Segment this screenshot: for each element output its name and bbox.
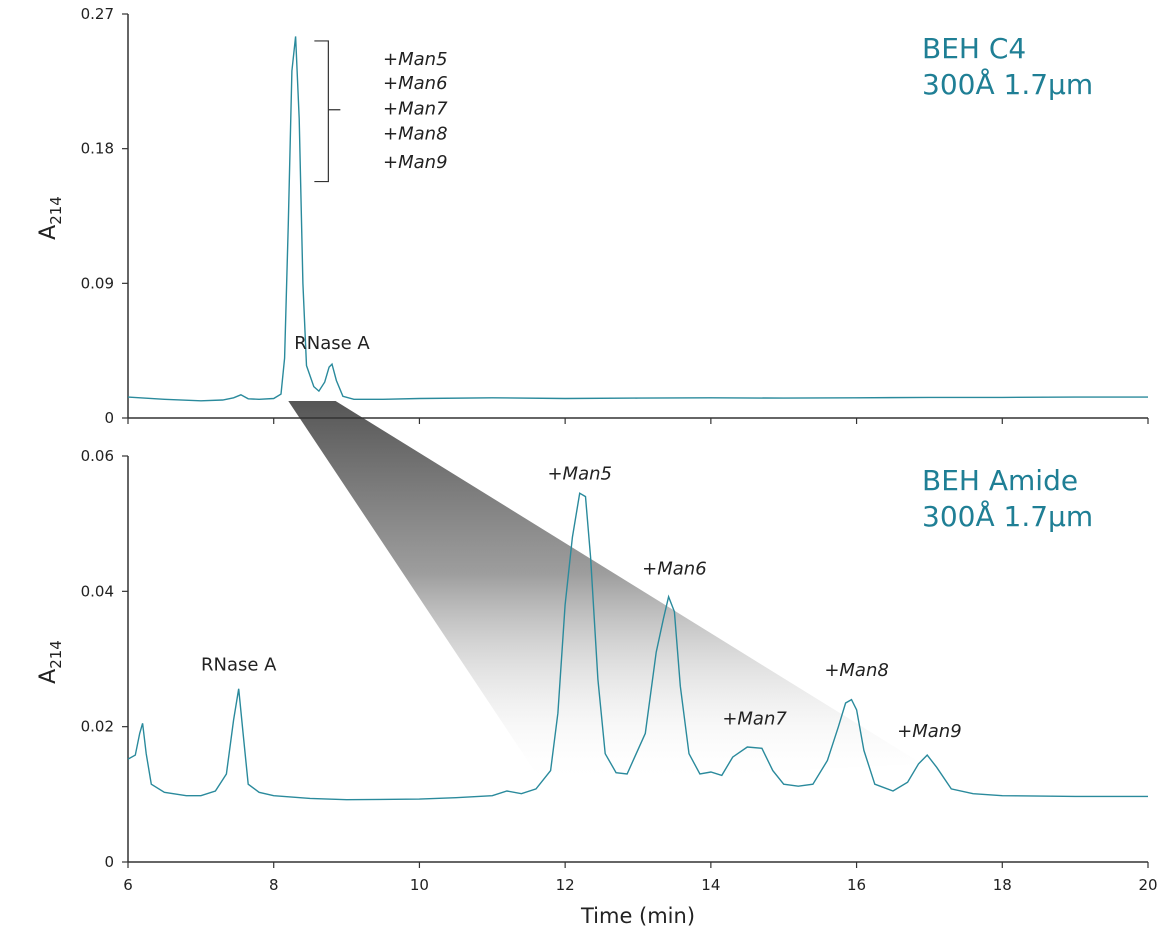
top-column-label-line1: BEH C4 <box>922 32 1026 65</box>
x-tick-label: 20 <box>1138 876 1157 894</box>
top-peak-annotation: +Man6 <box>383 73 448 94</box>
top-peak-annotation: RNase A <box>294 333 370 354</box>
bottom-y-tick-label: 0.04 <box>81 582 114 600</box>
bottom-column-label-line1: BEH Amide <box>922 464 1078 497</box>
top-panel: 0 0.09 0.18 0.27 RNase A +Man5 +Man6 +Man7 +Man… <box>36 5 1149 427</box>
top-trace-line <box>127 36 1148 402</box>
top-peak-annotation: +Man5 <box>383 49 448 70</box>
x-tick-label: 16 <box>847 876 866 894</box>
top-peak-annotation: +Man9 <box>383 152 448 173</box>
bottom-trace-line <box>127 492 1148 801</box>
top-y-tick-label: 0.27 <box>81 5 114 23</box>
bottom-ticks: 0 0.02 0.04 0.06 6 8 10 12 14 16 18 20 <box>81 447 1158 894</box>
x-tick-label: 18 <box>993 876 1012 894</box>
bottom-column-label-line2: 300Å 1.7µm <box>922 499 1093 533</box>
bottom-y-tick-label: 0.02 <box>81 718 114 736</box>
bottom-y-tick-label: 0 <box>104 853 114 871</box>
top-annotations: RNase A +Man5 +Man6 +Man7 +Man8 +Man9 <box>294 49 448 354</box>
top-column-label: BEH C4 300Å 1.7µm <box>922 32 1093 101</box>
x-tick-label: 6 <box>123 876 133 894</box>
top-mannose-bracket <box>314 40 341 183</box>
x-tick-label: 12 <box>556 876 575 894</box>
bottom-annotations: RNase A +Man5 +Man6 +Man7 +Man8 +Man9 <box>201 464 962 742</box>
bottom-peak-annotation: +Man7 <box>722 709 787 730</box>
x-axis-title: Time (min) <box>580 904 695 928</box>
bottom-column-label: BEH Amide 300Å 1.7µm <box>922 464 1093 533</box>
bottom-panel: 0 0.02 0.04 0.06 6 8 10 12 14 16 18 20 RNase A +Man5… <box>36 447 1158 928</box>
bottom-y-axis-label: A214 <box>36 640 65 684</box>
x-tick-label: 8 <box>269 876 279 894</box>
top-column-label-line2: 300Å 1.7µm <box>922 67 1093 101</box>
top-peak-annotation: +Man8 <box>383 124 448 145</box>
bottom-peak-annotation: RNase A <box>201 655 277 676</box>
top-y-tick-label: 0 <box>104 409 114 427</box>
x-tick-label: 10 <box>410 876 429 894</box>
top-ticks: 0 0.09 0.18 0.27 <box>81 5 1149 427</box>
top-peak-annotation: +Man7 <box>383 98 448 119</box>
top-y-tick-label: 0.18 <box>81 140 114 158</box>
top-y-axis-label: A214 <box>36 196 65 240</box>
x-tick-label: 14 <box>701 876 720 894</box>
bottom-peak-annotation: +Man5 <box>547 464 612 485</box>
top-y-tick-label: 0.09 <box>81 274 114 292</box>
bottom-peak-annotation: +Man6 <box>642 558 707 579</box>
bottom-peak-annotation: +Man9 <box>897 721 962 742</box>
zoom-wedge <box>288 401 923 785</box>
bottom-y-tick-label: 0.06 <box>81 447 114 465</box>
bottom-peak-annotation: +Man8 <box>824 660 889 681</box>
